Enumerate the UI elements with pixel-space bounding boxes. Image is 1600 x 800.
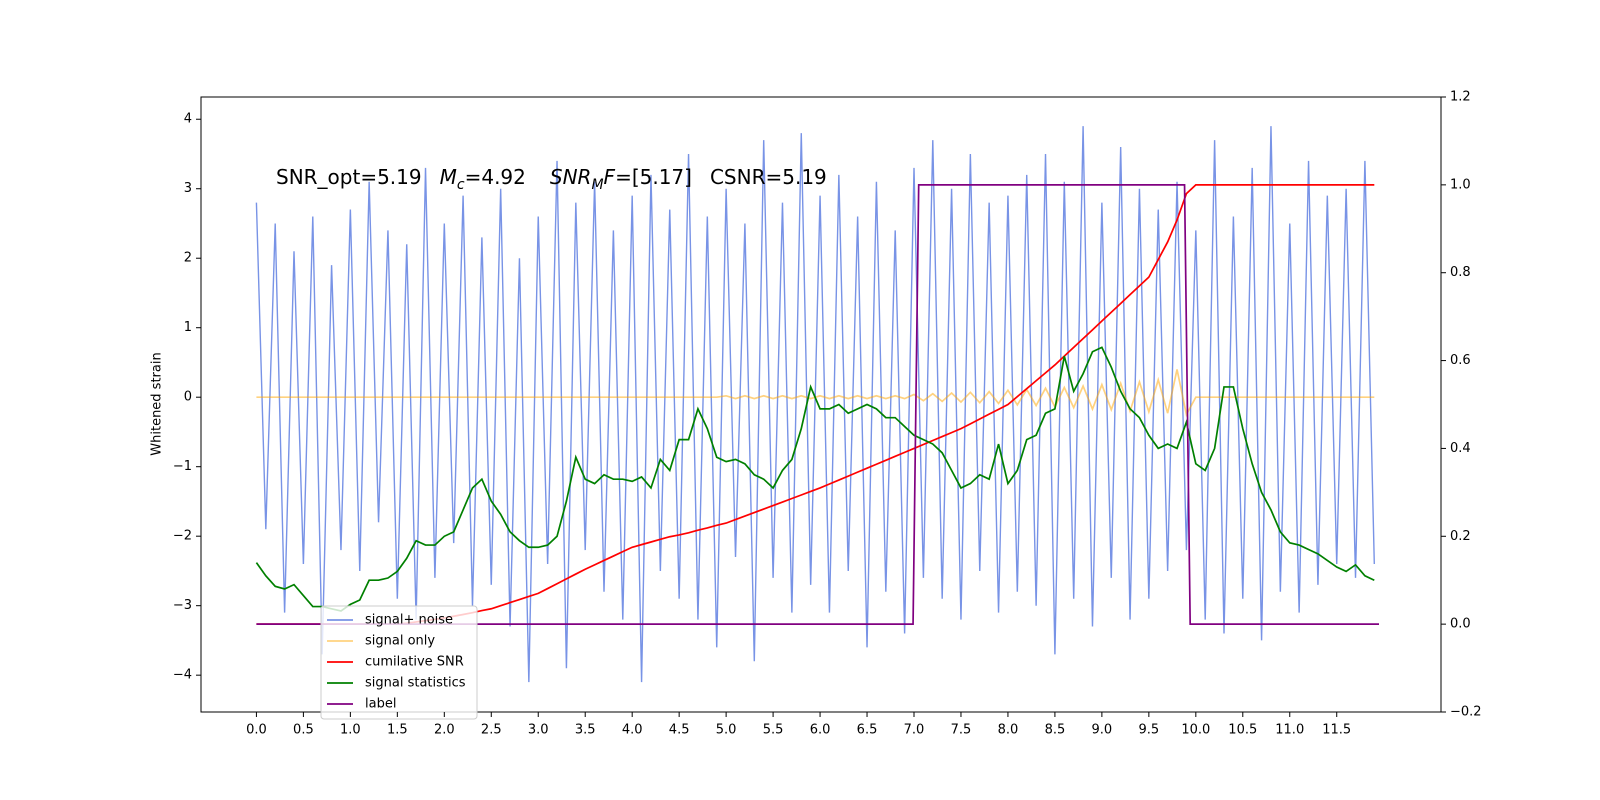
- annotation-part: SNR: [550, 165, 592, 189]
- y2-tick-label: 0.0: [1450, 617, 1471, 632]
- legend-box: [320, 605, 478, 720]
- annotation-part: M: [591, 177, 603, 193]
- legend-label: cumilative SNR: [365, 655, 464, 670]
- x-tick-label: 2.5: [481, 723, 502, 738]
- y-tick-label: 0: [184, 390, 192, 405]
- x-tick-label: 9.0: [1092, 723, 1113, 738]
- x-tick-label: 11.5: [1322, 723, 1351, 738]
- x-tick-label: 5.0: [716, 723, 737, 738]
- y2-tick-label: 0.4: [1450, 441, 1471, 456]
- annotation-part: M: [440, 165, 457, 189]
- y-tick-label: −4: [173, 668, 192, 683]
- y2-tick-label: 1.0: [1450, 177, 1471, 192]
- y2-tick-label: 0.6: [1450, 353, 1471, 368]
- x-tick-label: 11.0: [1275, 723, 1304, 738]
- axes-frame: [200, 96, 1442, 713]
- y-tick-label: 2: [184, 251, 192, 266]
- x-tick-label: 8.0: [998, 723, 1019, 738]
- annotation-part: CSNR=5.19: [710, 165, 827, 189]
- x-tick-label: 3.5: [575, 723, 596, 738]
- x-tick-label: 10.5: [1228, 723, 1257, 738]
- x-tick-label: 4.5: [669, 723, 690, 738]
- y2-tick-label: 1.2: [1450, 90, 1471, 105]
- y2-tick-label: 0.2: [1450, 529, 1471, 544]
- y-tick-label: 1: [184, 320, 192, 335]
- x-tick-label: 7.5: [951, 723, 972, 738]
- y-tick-label: −1: [173, 459, 192, 474]
- y-axis-label: Whitened strain: [150, 352, 165, 455]
- y-tick-label: −2: [173, 529, 192, 544]
- x-tick-label: 6.0: [810, 723, 831, 738]
- x-tick-label: 7.0: [904, 723, 925, 738]
- x-tick-label: 10.0: [1181, 723, 1210, 738]
- y-tick-label: 4: [184, 112, 192, 127]
- x-tick-label: 8.5: [1045, 723, 1066, 738]
- x-tick-label: 0.0: [246, 723, 267, 738]
- annotation-part: =[5.17]: [615, 165, 692, 189]
- annotation-part: SNR_opt=5.19: [276, 165, 422, 189]
- y2-tick-label: −0.2: [1450, 705, 1482, 720]
- x-tick-label: 9.5: [1139, 723, 1160, 738]
- legend-label: signal+ noise: [365, 613, 453, 628]
- annotation-part: =4.92: [465, 165, 526, 189]
- x-tick-label: 3.0: [528, 723, 549, 738]
- series-line: [256, 184, 1379, 625]
- x-tick-label: 1.0: [340, 723, 361, 738]
- x-tick-label: 4.0: [622, 723, 643, 738]
- y-tick-label: 3: [184, 181, 192, 196]
- plot-area: [255, 126, 1379, 683]
- series-line: [255, 126, 1375, 683]
- y2-tick-label: 0.8: [1450, 265, 1471, 280]
- annotation-part: c: [457, 177, 465, 193]
- legend-label: signal only: [365, 634, 435, 649]
- annotation: SNR_opt=5.19 Mc=4.92 SNRMF=[5.17] CSNR=5.19: [276, 165, 827, 193]
- x-tick-label: 6.5: [857, 723, 878, 738]
- x-tick-label: 0.5: [293, 723, 314, 738]
- legend-label: label: [365, 697, 396, 712]
- x-tick-label: 1.5: [387, 723, 408, 738]
- annotation-part: F: [604, 165, 616, 189]
- x-tick-label: 2.0: [434, 723, 455, 738]
- legend: signal+ noise signal only cumilative SNR si…: [320, 605, 478, 720]
- legend-label: signal statistics: [365, 676, 466, 691]
- x-tick-label: 5.5: [763, 723, 784, 738]
- y-tick-label: −3: [173, 598, 192, 613]
